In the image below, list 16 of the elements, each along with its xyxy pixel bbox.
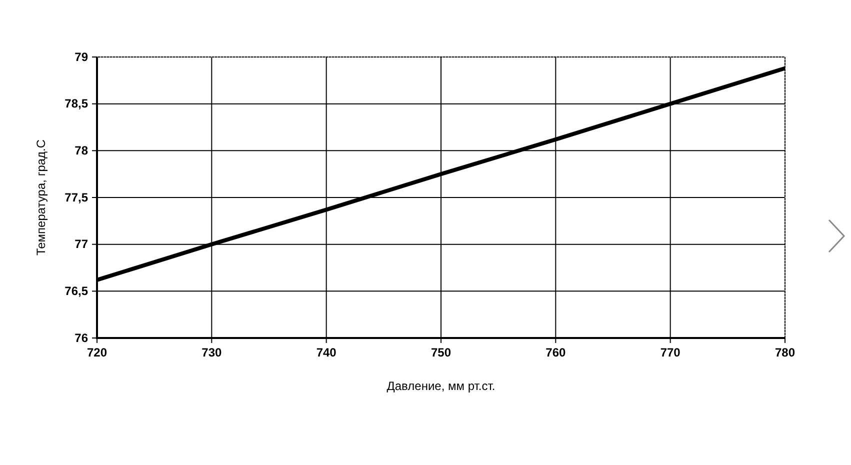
x-tick-label: 740 <box>316 346 337 360</box>
x-axis-title: Давление, мм рт.ст. <box>386 379 496 393</box>
y-tick-label: 76 <box>74 330 88 345</box>
y-tick-label: 77,5 <box>64 190 88 204</box>
x-tick-label: 780 <box>774 346 796 360</box>
y-axis-title: Температура, град.С <box>34 139 48 256</box>
y-tick-label: 77 <box>74 237 88 252</box>
y-tick-label: 79 <box>74 50 88 64</box>
y-tick-label: 78,5 <box>64 96 88 111</box>
x-tick-label: 760 <box>546 346 566 360</box>
x-tick-label: 770 <box>660 346 681 360</box>
x-tick-label: 750 <box>430 346 452 360</box>
x-tick-label: 730 <box>202 346 222 360</box>
y-tick-label: 78 <box>74 144 88 158</box>
y-tick-label: 76,5 <box>64 284 88 298</box>
x-tick-label: 720 <box>86 346 108 360</box>
